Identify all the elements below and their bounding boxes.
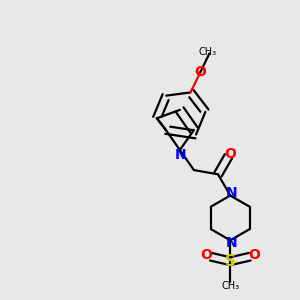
Text: N: N <box>175 148 187 162</box>
Text: N: N <box>226 236 238 250</box>
Text: S: S <box>225 254 236 269</box>
Text: O: O <box>224 147 236 161</box>
Text: CH₃: CH₃ <box>199 47 217 57</box>
Text: N: N <box>226 185 238 200</box>
Text: O: O <box>194 65 206 79</box>
Text: O: O <box>200 248 212 262</box>
Text: O: O <box>248 248 260 262</box>
Text: CH₃: CH₃ <box>221 281 239 291</box>
